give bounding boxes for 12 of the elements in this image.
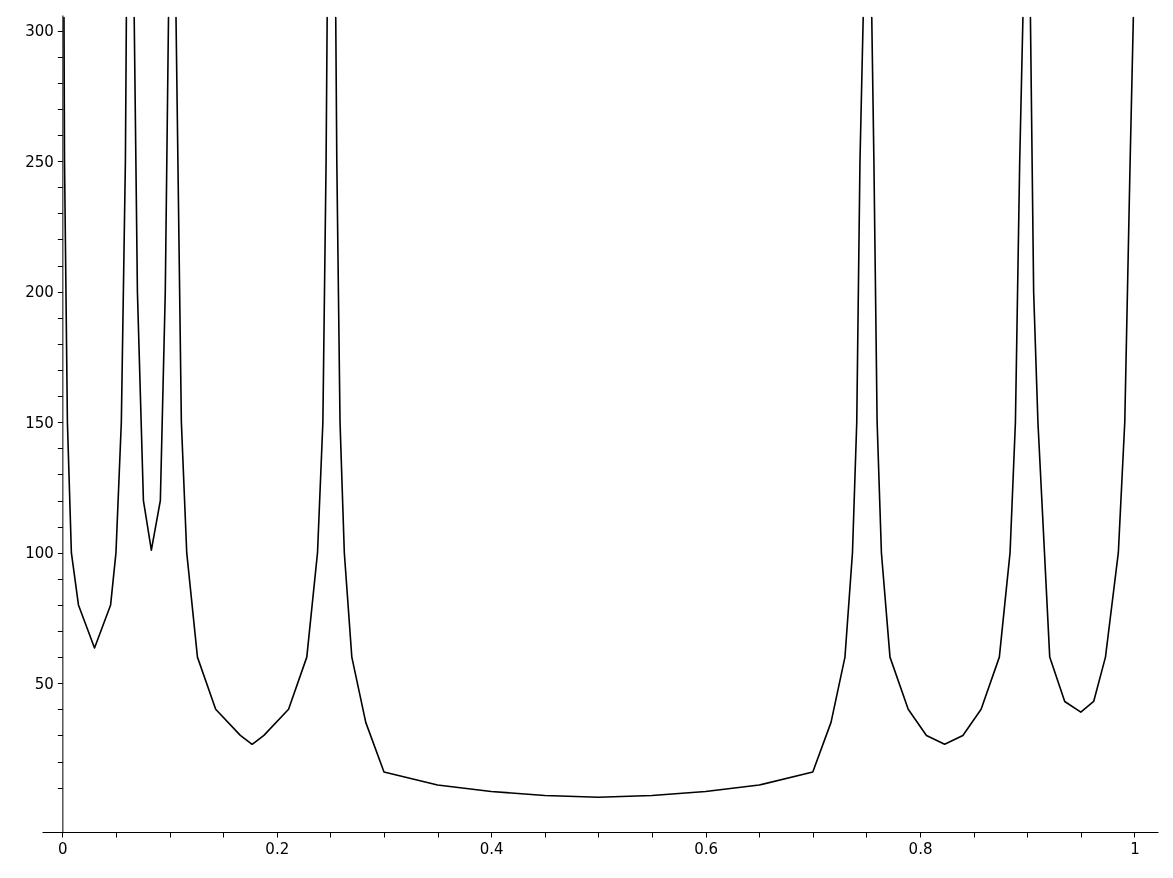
y-tick-label: 50	[34, 674, 54, 693]
x-tick-label: 0.8	[908, 839, 933, 858]
y-tick-label: 250	[25, 152, 54, 171]
x-tick-label: 0	[58, 839, 68, 858]
x-tick-label: 0.2	[265, 839, 290, 858]
x-tick-label: 0.4	[479, 839, 504, 858]
x-tick-label: 0.6	[694, 839, 719, 858]
x-tick-label: 1	[1130, 839, 1140, 858]
y-tick-label: 200	[25, 283, 54, 302]
y-tick-label: 150	[25, 413, 54, 432]
y-tick-label: 300	[25, 22, 54, 41]
y-tick-label: 100	[25, 544, 54, 563]
